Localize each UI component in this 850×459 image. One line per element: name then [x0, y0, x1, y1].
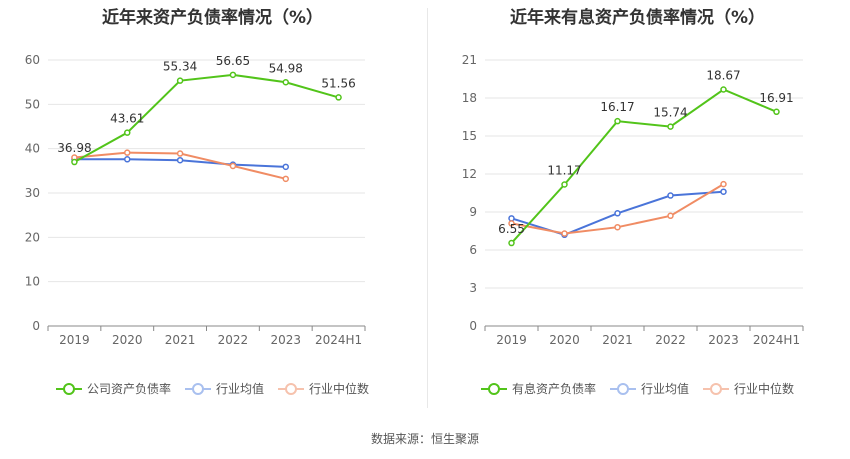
data-label: 55.34	[163, 60, 197, 74]
series-line-0	[510, 88, 777, 244]
data-point	[229, 162, 237, 170]
chart-legend: 公司资产负债率 行业均值 行业中位数	[0, 380, 425, 397]
y-tick-label: 0	[32, 319, 40, 333]
legend-marker-icon	[55, 382, 82, 396]
data-point	[667, 123, 674, 130]
data-point	[124, 129, 131, 136]
data-label: 43.61	[110, 112, 144, 126]
data-point	[335, 94, 342, 101]
x-tick-label: 2023	[270, 333, 301, 347]
data-point	[720, 86, 727, 93]
legend-label: 行业均值	[215, 382, 264, 396]
x-tick-label: 2021	[165, 333, 196, 347]
legend-label: 行业中位数	[734, 382, 795, 396]
chart-legend: 有息资产负债率 行业均值 行业中位数	[425, 380, 850, 397]
data-label: 11.17	[547, 164, 581, 178]
legend-label: 公司资产负债率	[86, 382, 171, 396]
y-tick-label: 10	[25, 275, 40, 289]
x-tick-label: 2022	[218, 333, 249, 347]
data-point	[614, 117, 621, 125]
data-point	[614, 210, 621, 217]
panel-divider	[427, 8, 428, 408]
y-tick-label: 50	[25, 97, 40, 111]
data-point	[773, 108, 780, 116]
legend-marker-icon	[703, 382, 729, 396]
data-point	[561, 230, 568, 237]
legend-marker-icon	[278, 382, 304, 396]
legend-label: 行业中位数	[309, 382, 370, 396]
y-tick-label: 3	[469, 281, 477, 295]
x-tick-label: 2022	[655, 333, 686, 347]
data-point	[176, 150, 184, 157]
x-tick-label: 2019	[496, 333, 527, 347]
chart-panel-left: 近年来资产负债率情况（%） 0 10 20 30 40 50 60 2019 2020 2021 2…	[0, 0, 425, 420]
data-point	[282, 163, 289, 171]
chart-title: 近年来有息资产负债率情况（%）	[509, 8, 766, 28]
y-tick-label: 12	[462, 167, 477, 181]
x-tick-label: 2024H1	[753, 333, 800, 347]
legend-item[interactable]: 行业中位数	[703, 380, 794, 397]
data-point	[667, 212, 674, 220]
chart-panel-right: 近年来有息资产负债率情况（%） 0 3 6 9 12 15 18 21 2019 2020 2021…	[425, 0, 850, 420]
data-label: 18.67	[706, 69, 740, 83]
legend-marker-icon	[609, 382, 636, 396]
data-point	[720, 188, 727, 195]
data-point	[124, 156, 131, 163]
chart-title: 近年来资产负债率情况（%）	[101, 8, 324, 28]
y-tick-label: 0	[469, 319, 477, 333]
data-label: 16.17	[600, 100, 634, 114]
data-point	[561, 181, 568, 188]
data-point	[508, 220, 515, 227]
legend-item[interactable]: 公司资产负债率	[55, 380, 171, 397]
data-point	[176, 156, 184, 164]
data-point	[720, 180, 727, 188]
data-label: 36.98	[57, 141, 91, 155]
legend-label: 有息资产负债率	[511, 382, 596, 396]
y-tick-label: 6	[469, 243, 477, 257]
y-tick-label: 21	[462, 53, 477, 67]
data-point	[614, 223, 621, 231]
line-chart-interest-debt-ratio: 0 3 6 9 12 15 18 21 2019 2020 2021 2022 2023 2024H1 6.…	[462, 53, 804, 347]
y-tick-label: 20	[25, 230, 40, 244]
data-point	[667, 192, 674, 199]
data-label: 6.55	[498, 222, 525, 236]
data-label: 51.56	[321, 76, 355, 90]
data-point	[508, 239, 515, 247]
legend-item[interactable]: 行业均值	[184, 380, 264, 397]
legend-label: 行业均值	[640, 382, 689, 396]
y-tick-label: 15	[462, 129, 477, 143]
data-point	[508, 215, 515, 222]
x-tick-label: 2021	[602, 333, 633, 347]
data-point	[282, 175, 289, 183]
data-label: 15.74	[653, 106, 687, 120]
x-tick-label: 2024H1	[315, 333, 362, 347]
data-point	[229, 71, 237, 79]
data-source-note: 数据来源：恒生聚源	[370, 432, 479, 446]
legend-marker-icon	[184, 382, 211, 396]
y-tick-label: 30	[25, 186, 40, 200]
legend-item[interactable]: 行业中位数	[278, 380, 369, 397]
data-label: 56.65	[216, 54, 250, 68]
legend-item[interactable]: 有息资产负债率	[480, 380, 596, 397]
data-label: 54.98	[269, 61, 303, 75]
y-tick-label: 60	[25, 53, 40, 67]
legend-marker-icon	[480, 382, 507, 396]
legend-item[interactable]: 行业均值	[609, 380, 689, 397]
y-tick-label: 18	[462, 91, 477, 105]
x-tick-label: 2020	[549, 333, 580, 347]
x-tick-label: 2019	[59, 333, 90, 347]
x-tick-label: 2020	[112, 333, 143, 347]
data-point	[176, 77, 184, 84]
y-tick-label: 9	[469, 205, 477, 219]
data-point	[282, 79, 289, 86]
data-point	[124, 149, 131, 156]
data-point	[71, 158, 78, 166]
data-label: 16.91	[759, 91, 793, 105]
x-tick-label: 2023	[708, 333, 739, 347]
line-chart-debt-ratio: 0 10 20 30 40 50 60 2019 2020 2021 2022 2023 2024H1 3…	[25, 53, 366, 347]
y-tick-label: 40	[25, 142, 40, 156]
series-line-0	[73, 73, 339, 163]
